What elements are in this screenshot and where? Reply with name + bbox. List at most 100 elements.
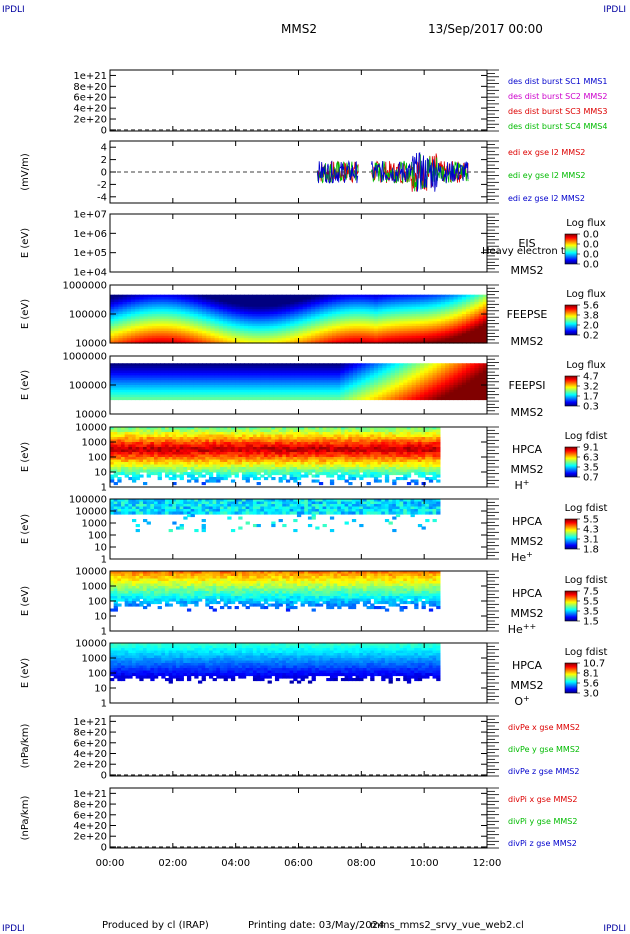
heatmap-cell	[285, 464, 291, 468]
heatmap-cell	[241, 447, 247, 451]
heatmap-cell	[151, 372, 157, 376]
heatmap-cell	[289, 429, 294, 433]
heatmap-cell	[121, 444, 126, 448]
heatmap-cell	[445, 301, 450, 305]
heatmap-cell	[239, 382, 245, 386]
heatmap-cell	[210, 314, 216, 318]
heatmap-cell	[369, 363, 375, 367]
heatmap-cell	[202, 301, 207, 305]
heatmap-cell	[130, 321, 136, 325]
heatmap-cell	[139, 330, 145, 334]
heatmap-cell	[122, 301, 128, 305]
heatmap-cell	[436, 382, 442, 386]
heatmap-cell	[249, 452, 254, 456]
heatmap-cell	[202, 304, 207, 308]
heatmap-cell	[337, 447, 342, 451]
heatmap-cell	[323, 370, 329, 374]
heatmap-cell	[282, 459, 287, 463]
heatmap-cell	[177, 394, 182, 398]
heatmap-cell	[386, 333, 392, 337]
heatmap-cell	[161, 447, 166, 451]
heatmap-cell	[296, 459, 302, 463]
heatmap-cell	[359, 459, 364, 463]
heatmap-cell	[285, 382, 291, 386]
heatmap-cell	[362, 474, 368, 478]
heatmap-cell	[201, 437, 206, 441]
heatmap-cell	[399, 330, 404, 334]
heatmap-cell	[223, 323, 228, 327]
heatmap-cell	[294, 314, 300, 318]
heatmap-cell	[227, 389, 233, 393]
heatmap-cell	[260, 321, 266, 325]
heatmap-cell	[252, 306, 258, 310]
heatmap-cell	[373, 340, 379, 344]
heatmap-cell	[269, 365, 274, 369]
heatmap-cell	[227, 335, 233, 339]
heatmap-cell	[382, 306, 388, 310]
heatmap-cell	[326, 467, 331, 471]
heatmap-cell	[190, 437, 195, 441]
heatmap-cell	[256, 311, 262, 315]
heatmap-cell	[315, 309, 321, 313]
heatmap-cell	[239, 311, 245, 315]
heatmap-cell	[318, 427, 324, 431]
heatmap-cell	[205, 429, 210, 433]
heatmap-cell	[264, 323, 270, 327]
heatmap-cell	[333, 467, 338, 471]
heatmap-cell	[110, 392, 115, 396]
heatmap-cell	[478, 338, 484, 342]
heatmap-cell	[365, 301, 371, 305]
heatmap-cell	[172, 330, 178, 334]
heatmap-cell	[263, 457, 269, 461]
heatmap-cell	[445, 314, 450, 318]
heatmap-cell	[378, 316, 383, 320]
heatmap-cell	[329, 482, 335, 486]
heatmap-cell	[351, 469, 357, 473]
heatmap-cell	[415, 335, 421, 339]
heatmap-cell	[327, 314, 333, 318]
heatmap-cell	[449, 397, 455, 401]
heatmap-cell	[110, 314, 115, 318]
heatmap-cell	[151, 382, 157, 386]
heatmap-cell	[315, 338, 321, 342]
heatmap-cell	[373, 306, 379, 310]
heatmap-cell	[306, 328, 312, 332]
heatmap-cell	[146, 457, 151, 461]
heatmap-cell	[403, 392, 409, 396]
heatmap-cell	[114, 340, 119, 344]
heatmap-cell	[337, 454, 342, 458]
heatmap-cell	[466, 301, 471, 305]
heatmap-cell	[304, 452, 309, 456]
heatmap-cell	[466, 306, 471, 310]
heatmap-cell	[231, 380, 237, 384]
heatmap-cell	[202, 368, 207, 372]
heatmap-cell	[351, 439, 357, 443]
heatmap-cell	[179, 439, 184, 443]
heatmap-cell	[411, 370, 417, 374]
heatmap-cell	[373, 397, 379, 401]
heatmap-cell	[322, 459, 327, 463]
heatmap-cell	[256, 306, 262, 310]
heatmap-cell	[278, 467, 283, 471]
heatmap-cell	[183, 442, 188, 446]
instrument-label: FEEPSI	[508, 379, 545, 392]
heatmap-cell	[278, 444, 283, 448]
heatmap-cell	[424, 299, 429, 303]
heatmap-cell	[373, 370, 379, 374]
heatmap-cell	[118, 382, 124, 386]
heatmap-cell	[384, 457, 390, 461]
heatmap-cell	[285, 427, 291, 431]
heatmap-cell	[168, 462, 173, 466]
heatmap-cell	[181, 304, 186, 308]
heatmap-cell	[160, 385, 166, 389]
heatmap-cell	[206, 321, 212, 325]
heatmap-cell	[172, 340, 178, 344]
heatmap-cell	[230, 454, 236, 458]
heatmap-cell	[223, 385, 228, 389]
heatmap-cell	[130, 333, 136, 337]
y-tick-label: 8e+20	[73, 82, 107, 93]
heatmap-cell	[304, 442, 309, 446]
heatmap-cell	[110, 394, 115, 398]
heatmap-cell	[306, 394, 312, 398]
heatmap-cell	[306, 385, 312, 389]
